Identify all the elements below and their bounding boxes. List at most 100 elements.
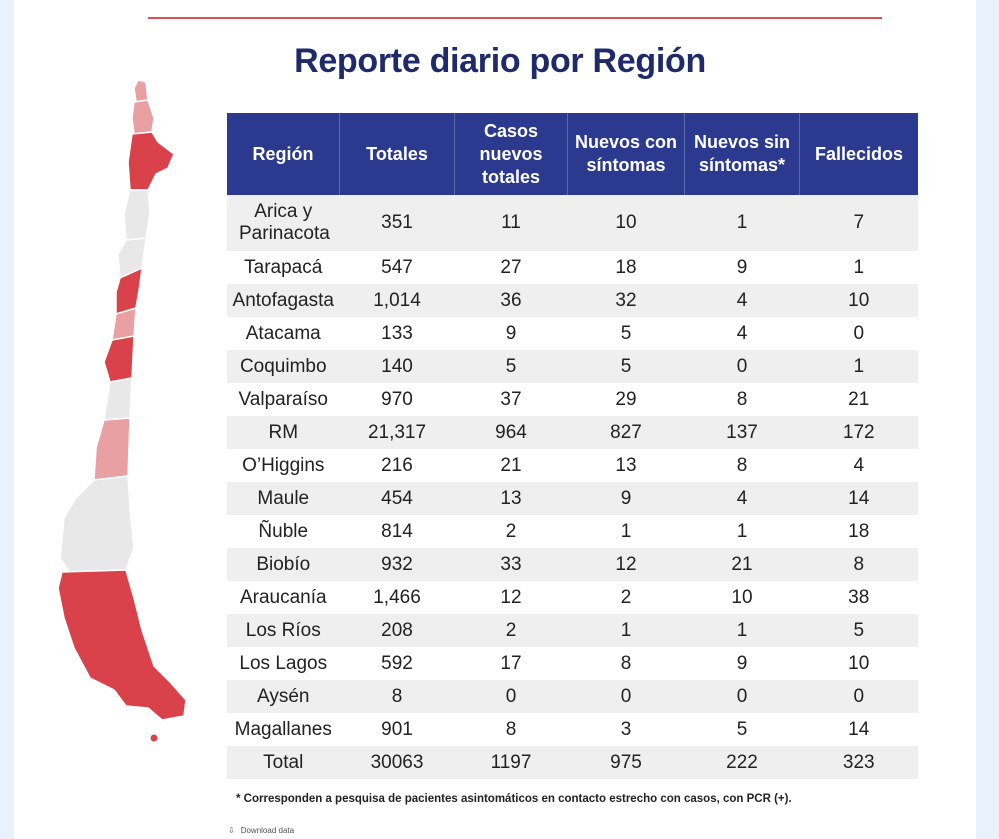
cell-totales: 208 bbox=[339, 614, 455, 647]
cell-sin-sintomas: 8 bbox=[684, 449, 800, 482]
cell-con-sintomas: 32 bbox=[567, 284, 685, 317]
table-row: Magallanes 901 8 3 5 14 bbox=[227, 713, 918, 746]
cell-con-sintomas: 29 bbox=[567, 383, 685, 416]
cell-casos-nuevos: 2 bbox=[454, 515, 568, 548]
cell-casos-nuevos: 11 bbox=[454, 195, 568, 251]
cell-sin-sintomas: 137 bbox=[684, 416, 800, 449]
cell-con-sintomas: 0 bbox=[567, 680, 685, 713]
table-row: Antofagasta 1,014 36 32 4 10 bbox=[227, 284, 918, 317]
cell-totales: 592 bbox=[339, 647, 455, 680]
cell-con-sintomas: 5 bbox=[567, 317, 685, 350]
cell-sin-sintomas: 222 bbox=[684, 746, 800, 779]
cell-totales: 133 bbox=[339, 317, 455, 350]
table-row: Arica y Parinacota 351 11 10 1 7 bbox=[227, 195, 918, 251]
top-divider bbox=[148, 17, 882, 19]
cell-region: Total bbox=[227, 746, 340, 779]
cell-fallecidos: 0 bbox=[799, 317, 918, 350]
cell-sin-sintomas: 21 bbox=[684, 548, 800, 581]
col-header-sin-sintomas: Nuevos sin síntomas* bbox=[684, 113, 800, 195]
cell-fallecidos: 10 bbox=[799, 284, 918, 317]
cell-region: Maule bbox=[227, 482, 340, 515]
cell-con-sintomas: 18 bbox=[567, 251, 685, 284]
table-row: Aysén 8 0 0 0 0 bbox=[227, 680, 918, 713]
report-table: Región Totales Casos nuevos totales Nuev… bbox=[227, 113, 918, 779]
cell-totales: 454 bbox=[339, 482, 455, 515]
cell-totales: 140 bbox=[339, 350, 455, 383]
download-data-link[interactable]: ⇩ Download data bbox=[228, 826, 294, 835]
cell-totales: 547 bbox=[339, 251, 455, 284]
cell-casos-nuevos: 12 bbox=[454, 581, 568, 614]
cell-totales: 30063 bbox=[339, 746, 455, 779]
cell-fallecidos: 14 bbox=[799, 713, 918, 746]
download-icon: ⇩ bbox=[228, 826, 235, 835]
cell-casos-nuevos: 27 bbox=[454, 251, 568, 284]
cell-sin-sintomas: 5 bbox=[684, 713, 800, 746]
cell-con-sintomas: 12 bbox=[567, 548, 685, 581]
cell-fallecidos: 1 bbox=[799, 350, 918, 383]
cell-fallecidos: 14 bbox=[799, 482, 918, 515]
cell-totales: 216 bbox=[339, 449, 455, 482]
cell-sin-sintomas: 9 bbox=[684, 647, 800, 680]
cell-fallecidos: 4 bbox=[799, 449, 918, 482]
map-region-atacama bbox=[123, 189, 151, 241]
cell-con-sintomas: 5 bbox=[567, 350, 685, 383]
cell-region: Ñuble bbox=[227, 515, 340, 548]
cell-fallecidos: 38 bbox=[799, 581, 918, 614]
download-label: Download data bbox=[240, 826, 295, 835]
cell-region: RM bbox=[227, 416, 340, 449]
map-region-south-central bbox=[59, 475, 135, 573]
cell-fallecidos: 0 bbox=[799, 680, 918, 713]
cell-casos-nuevos: 33 bbox=[454, 548, 568, 581]
cell-totales: 21,317 bbox=[339, 416, 455, 449]
map-region-maule bbox=[93, 417, 131, 481]
cell-region: O’Higgins bbox=[227, 449, 340, 482]
cell-region: Araucanía bbox=[227, 581, 340, 614]
table-row: Biobío 932 33 12 21 8 bbox=[227, 548, 918, 581]
cell-region: Los Ríos bbox=[227, 614, 340, 647]
cell-sin-sintomas: 9 bbox=[684, 251, 800, 284]
cell-con-sintomas: 827 bbox=[567, 416, 685, 449]
table-row: Maule 454 13 9 4 14 bbox=[227, 482, 918, 515]
table-header-row: Región Totales Casos nuevos totales Nuev… bbox=[227, 113, 918, 195]
cell-totales: 901 bbox=[339, 713, 455, 746]
cell-con-sintomas: 13 bbox=[567, 449, 685, 482]
cell-region: Biobío bbox=[227, 548, 340, 581]
cell-casos-nuevos: 8 bbox=[454, 713, 568, 746]
footnote: * Corresponden a pesquisa de pacientes a… bbox=[236, 793, 792, 805]
table-row: RM 21,317 964 827 137 172 bbox=[227, 416, 918, 449]
cell-casos-nuevos: 964 bbox=[454, 416, 568, 449]
col-header-casos-nuevos: Casos nuevos totales bbox=[454, 113, 568, 195]
cell-con-sintomas: 10 bbox=[567, 195, 685, 251]
cell-casos-nuevos: 17 bbox=[454, 647, 568, 680]
table-row: Los Ríos 208 2 1 1 5 bbox=[227, 614, 918, 647]
col-header-region: Región bbox=[227, 113, 340, 195]
table-row: Tarapacá 547 27 18 9 1 bbox=[227, 251, 918, 284]
map-region-antofagasta bbox=[127, 131, 175, 191]
cell-con-sintomas: 975 bbox=[567, 746, 685, 779]
cell-fallecidos: 18 bbox=[799, 515, 918, 548]
cell-casos-nuevos: 9 bbox=[454, 317, 568, 350]
cell-fallecidos: 7 bbox=[799, 195, 918, 251]
cell-totales: 932 bbox=[339, 548, 455, 581]
cell-region: Arica y Parinacota bbox=[227, 195, 340, 251]
cell-con-sintomas: 2 bbox=[567, 581, 685, 614]
cell-region: Coquimbo bbox=[227, 350, 340, 383]
table-row: Araucanía 1,466 12 2 10 38 bbox=[227, 581, 918, 614]
cell-casos-nuevos: 37 bbox=[454, 383, 568, 416]
cell-sin-sintomas: 10 bbox=[684, 581, 800, 614]
col-header-fallecidos: Fallecidos bbox=[799, 113, 918, 195]
map-region-ohiggins bbox=[103, 377, 133, 421]
table-total-row: Total 30063 1197 975 222 323 bbox=[227, 746, 918, 779]
cell-region: Tarapacá bbox=[227, 251, 340, 284]
cell-sin-sintomas: 1 bbox=[684, 515, 800, 548]
cell-casos-nuevos: 0 bbox=[454, 680, 568, 713]
cell-sin-sintomas: 4 bbox=[684, 284, 800, 317]
cell-totales: 351 bbox=[339, 195, 455, 251]
cell-sin-sintomas: 8 bbox=[684, 383, 800, 416]
map-island-dot bbox=[150, 734, 158, 742]
cell-casos-nuevos: 13 bbox=[454, 482, 568, 515]
map-region-tarapaca bbox=[131, 99, 155, 135]
table-row: Valparaíso 970 37 29 8 21 bbox=[227, 383, 918, 416]
cell-casos-nuevos: 5 bbox=[454, 350, 568, 383]
cell-totales: 970 bbox=[339, 383, 455, 416]
